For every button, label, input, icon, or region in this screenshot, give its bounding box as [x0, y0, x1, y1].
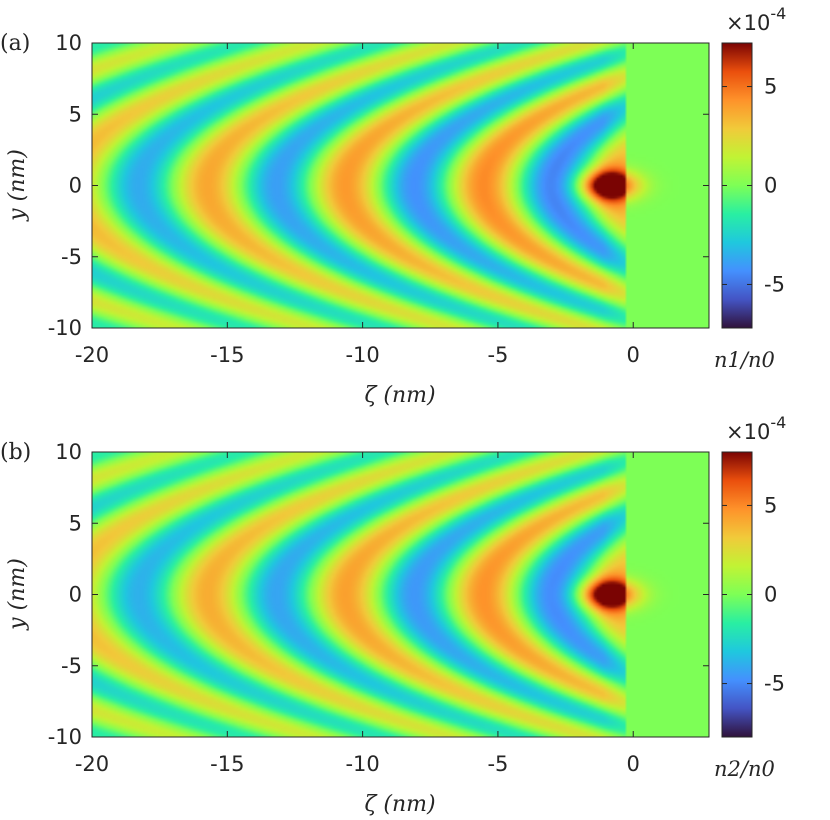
multiplier-times: ×10: [726, 420, 770, 444]
y-axis-label: y (nm): [5, 149, 30, 222]
panel-label: (a): [0, 31, 30, 56]
x-tick-label: -5: [487, 752, 508, 776]
colorbar-ticks: 5 0 -5: [722, 493, 785, 696]
x-tick-label: -15: [210, 343, 244, 367]
colorbar-tick-label: -5: [764, 272, 785, 296]
heatmap-image: [92, 452, 709, 737]
x-axis-label: ζ (nm): [364, 792, 435, 817]
x-axis: -20 -15 -10 -5 0: [75, 452, 640, 776]
colorbar-tick-label: 0: [764, 174, 777, 198]
y-tick-label: -5: [61, 654, 82, 678]
x-tick-label: -10: [345, 343, 379, 367]
y-axis: 10 5 0 -5 -10: [48, 31, 709, 340]
colorbar-tick-label: 5: [764, 75, 777, 99]
y-tick-label: 0: [69, 583, 82, 607]
colorbar-ticks: 5 0 -5: [722, 75, 785, 296]
y-tick-label: -10: [48, 316, 82, 340]
colorbar-label: n1/n0: [714, 348, 775, 372]
colorbar-tick-label: 0: [764, 583, 777, 607]
y-axis-label: y (nm): [5, 558, 30, 631]
y-axis: 10 5 0 -5 -10: [48, 440, 709, 749]
colorbar-tick-label: 5: [764, 493, 777, 517]
y-tick-label: -10: [48, 725, 82, 749]
x-tick-label: -15: [210, 752, 244, 776]
x-tick-label: -5: [487, 343, 508, 367]
colorbar-label: n2/n0: [714, 757, 775, 781]
y-tick-label: 5: [69, 102, 82, 126]
x-axis: -20 -15 -10 -5 0: [75, 43, 640, 367]
y-tick-label: 5: [69, 511, 82, 535]
panel-label: (b): [0, 440, 31, 465]
multiplier-exponent: -4: [770, 4, 786, 23]
x-tick-label: -10: [345, 752, 379, 776]
x-tick-label: 0: [627, 343, 640, 367]
colorbar-tick-label: -5: [764, 672, 785, 696]
colorbar-multiplier: ×10-4: [726, 413, 786, 444]
panel-b: (b) -20 -15 -10 -5 0 10 5 0 -5 -10 ζ (nm) y (nm)…: [0, 413, 786, 817]
x-tick-label: -20: [75, 752, 109, 776]
multiplier-times: ×10: [726, 11, 770, 35]
x-tick-label: 0: [627, 752, 640, 776]
panel-a: (a) -20 -15 -10 -5 0 10 5 0 -5 -10 ζ (nm) y (nm)…: [0, 4, 786, 408]
heatmap-image: [92, 43, 709, 328]
y-tick-label: 10: [55, 31, 82, 55]
y-tick-label: 0: [69, 174, 82, 198]
y-tick-label: 10: [55, 440, 82, 464]
x-axis-label: ζ (nm): [364, 383, 435, 408]
y-tick-label: -5: [61, 245, 82, 269]
x-tick-label: -20: [75, 343, 109, 367]
colorbar-multiplier: ×10-4: [726, 4, 786, 35]
multiplier-exponent: -4: [770, 413, 786, 432]
